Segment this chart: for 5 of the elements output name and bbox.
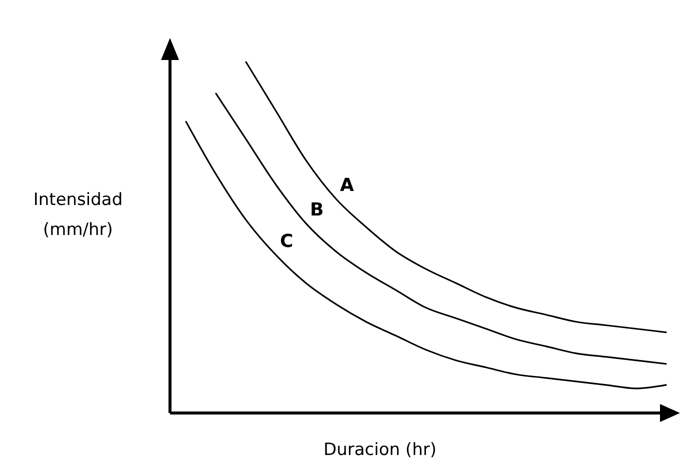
series-label: C	[280, 231, 294, 252]
series-label: A	[340, 174, 354, 196]
y-axis-title: Intensidad (mm/hr)	[33, 190, 123, 240]
x-axis-title: Duracion (hr)	[324, 440, 436, 460]
series-label: B	[310, 199, 324, 220]
